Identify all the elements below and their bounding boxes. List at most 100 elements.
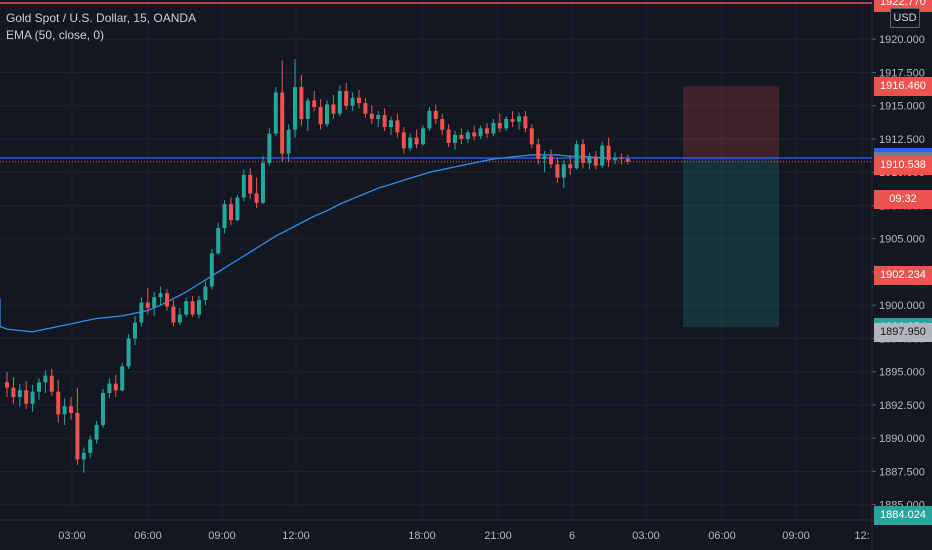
ema-line	[0, 154, 609, 333]
candle-body	[43, 375, 48, 383]
candle-body	[350, 97, 355, 106]
price-axis-label: 1922.770	[874, 0, 932, 12]
candle-body	[190, 301, 195, 315]
candle-body	[587, 156, 592, 163]
candle-body	[459, 134, 464, 139]
candle-body	[549, 156, 553, 165]
y-tick-label: 1917.500	[879, 67, 925, 79]
candle-body	[529, 128, 534, 145]
candle-body	[401, 132, 406, 149]
candle-body	[94, 424, 99, 440]
y-tick-label: 1900.000	[879, 300, 925, 312]
candle-body	[88, 439, 93, 453]
x-tick-label: 03:00	[632, 530, 660, 542]
candle-body	[120, 366, 125, 391]
y-tick-label: 1895.000	[879, 367, 925, 379]
candle-body	[222, 204, 227, 229]
price-axis-label: 1897.950	[874, 322, 932, 342]
x-tick-label: 21:00	[484, 530, 512, 542]
indicator-label: EMA (50, close, 0)	[6, 28, 105, 42]
x-tick-label: 18:00	[408, 530, 436, 542]
candle-body	[177, 314, 182, 323]
candle-body	[139, 302, 144, 323]
candle-body	[209, 253, 214, 287]
take-profit-zone	[683, 157, 779, 328]
x-tick-label: 03:00	[58, 530, 86, 542]
candle-body	[421, 128, 425, 145]
candle-body	[37, 382, 41, 392]
candle-body	[24, 390, 29, 404]
x-tick-label: 6	[569, 530, 575, 542]
candle-body	[453, 134, 457, 143]
price-axis-label: 1910.538	[874, 155, 932, 175]
candle-body	[440, 119, 445, 130]
candle-body	[427, 111, 432, 129]
candle-body	[107, 383, 112, 393]
y-tick-label: 1920.000	[879, 34, 925, 46]
candle-body	[613, 157, 617, 161]
candle-body	[497, 123, 502, 129]
candle-body	[299, 87, 304, 120]
candle-body	[101, 392, 105, 425]
y-tick-label: 1912.500	[879, 134, 925, 146]
chart-legend: Gold Spot / U.S. Dollar, 15, OANDA EMA (…	[6, 10, 196, 44]
candle-body	[446, 129, 451, 143]
candle-body	[312, 100, 317, 108]
candle-body	[600, 145, 605, 166]
candle-body	[62, 406, 67, 415]
candle-body	[158, 293, 163, 298]
candle-body	[11, 387, 16, 397]
candle-body	[261, 162, 265, 203]
candle-body	[273, 92, 278, 134]
candle-body	[517, 116, 521, 122]
candle-body	[145, 302, 150, 308]
candle-body	[581, 144, 585, 163]
candle-body	[305, 100, 310, 120]
candle-body	[344, 91, 349, 106]
candle-body	[331, 104, 336, 114]
candle-body	[293, 87, 297, 130]
candle-body	[337, 91, 342, 114]
candle-body	[465, 132, 470, 139]
y-tick-label: 1892.500	[879, 400, 925, 412]
candle-body	[414, 137, 419, 145]
candle-body	[254, 193, 259, 203]
price-axis-label: 09:32	[874, 190, 932, 210]
y-tick-label: 1905.000	[879, 234, 925, 246]
candle-body	[619, 157, 624, 159]
candle-body	[472, 132, 477, 137]
candle-body	[286, 129, 291, 154]
candle-body	[395, 120, 400, 133]
candle-body	[5, 382, 9, 388]
candle-body	[184, 301, 189, 315]
candle-body	[113, 383, 118, 391]
candle-body	[75, 412, 80, 460]
candle-body	[555, 164, 560, 178]
candle-body	[408, 137, 413, 149]
candle-body	[235, 197, 240, 221]
candle-body	[536, 144, 541, 159]
x-tick-label: 12:00	[282, 530, 310, 542]
candle-body	[171, 306, 176, 323]
candle-body	[523, 116, 528, 129]
candle-body	[49, 375, 54, 392]
currency-badge[interactable]: USD	[890, 8, 920, 28]
candle-body	[510, 119, 515, 122]
candle-body	[152, 297, 157, 308]
stop-loss-zone	[683, 86, 779, 158]
candle-body	[318, 107, 323, 125]
symbol-title: Gold Spot / U.S. Dollar, 15, OANDA	[6, 11, 197, 25]
candle-body	[625, 158, 630, 162]
candle-body	[593, 156, 598, 166]
candle-body	[126, 338, 131, 367]
candle-body	[280, 92, 285, 154]
candle-body	[574, 144, 579, 169]
price-axis-label: 1884.024	[874, 505, 932, 525]
candle-body	[216, 228, 221, 254]
candle-body	[197, 299, 201, 315]
candle-body	[568, 164, 573, 169]
x-tick-label: 12:	[854, 530, 869, 542]
candle-body	[369, 113, 374, 120]
